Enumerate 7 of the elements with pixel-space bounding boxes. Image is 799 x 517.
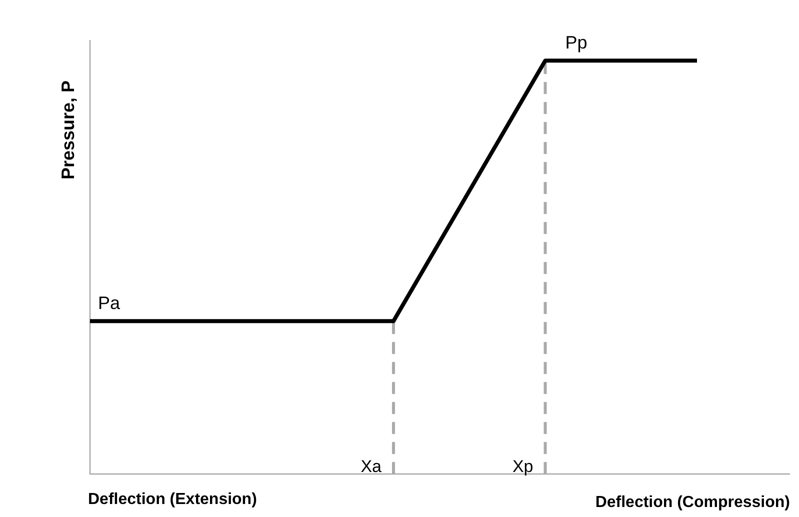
y-axis-title: Pressure, P bbox=[58, 80, 78, 180]
annotation: Pp bbox=[565, 32, 588, 53]
annotation: Pa bbox=[98, 293, 122, 314]
text: Deflection (Compression) bbox=[595, 494, 790, 511]
text: Deflection (Extension) bbox=[88, 491, 257, 508]
x-tick-label: Xa bbox=[360, 457, 382, 476]
x-tick-label: Xp bbox=[512, 457, 534, 476]
